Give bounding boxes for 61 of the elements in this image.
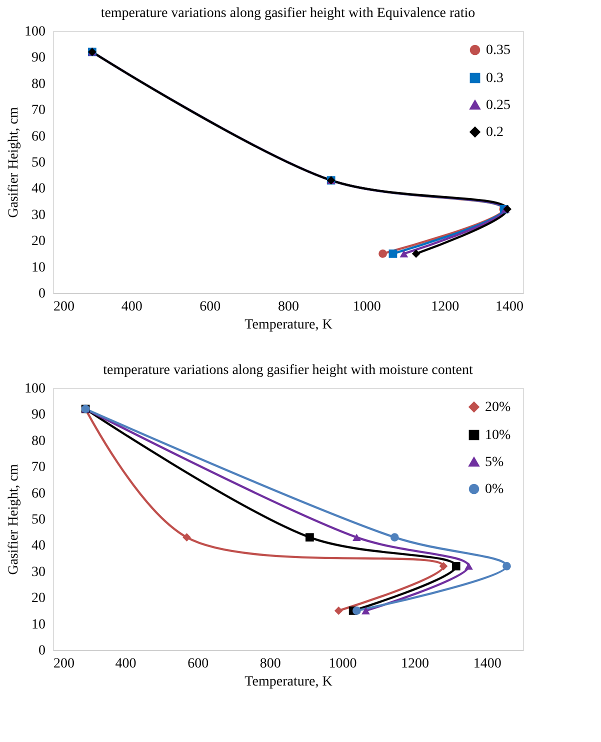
point [306,533,314,542]
point [464,562,473,570]
y-tick-label: 60 [32,129,46,144]
x-tick-label: 600 [200,300,221,314]
legend-label: 0.35 [486,43,510,58]
y-tick-label: 10 [32,260,46,276]
legend-label: 0.25 [486,98,510,113]
x-tick-label: 400 [121,300,142,314]
x-tick-label: 800 [278,300,299,314]
point [390,533,399,542]
point [502,562,511,570]
y-tick-label: 50 [32,156,46,170]
y-tick-label: 20 [32,591,46,606]
legend-label: 10% [485,428,511,443]
y-tick-label: 30 [32,208,46,223]
x-axis-title: Temperature, K [244,318,332,332]
legend-label: 20% [485,400,511,415]
y-tick-label: 60 [32,486,46,502]
point [352,534,361,541]
x-tick-label: 1400 [473,656,502,672]
x-tick-label: 200 [54,300,74,314]
chart-title: temperature variations along gasifier height with Equivalence ratio [100,6,476,21]
y-tick-label: 40 [32,182,46,197]
x-tick-label: 800 [260,656,281,672]
y-tick-label: 40 [32,538,46,554]
x-tick-label: 1400 [496,300,524,314]
y-tick-label: 80 [32,76,46,92]
point [352,606,361,615]
x-tick-label: 1200 [431,300,460,314]
x-tick-label: 1000 [328,656,357,672]
point [362,607,370,614]
y-axis-title: Gasifier Height, cm [6,106,22,218]
y-tick-label: 50 [32,512,46,528]
y-tick-label: 80 [32,434,46,449]
y-tick-label: 70 [32,103,46,118]
point [334,606,343,615]
y-tick-label: 0 [38,644,46,658]
legend-label: 0.3 [486,71,504,86]
legend-label: 0% [485,482,504,497]
chart-title: temperature variations along gasifier height with moisture content [103,363,473,378]
y-tick-label: 10 [32,617,46,632]
x-axis-title: Temperature, K [244,674,332,690]
y-tick-label: 30 [32,564,46,580]
y-axis-title: Gasifier Height, cm [6,464,22,575]
x-tick-label: 600 [188,656,209,672]
x-tick-label: 200 [54,656,74,672]
y-tick-label: 70 [32,460,46,476]
y-tick-label: 0 [38,286,46,302]
y-tick-label: 90 [32,50,46,66]
legend-label: 5% [485,455,504,470]
y-tick-label: 90 [32,408,46,423]
x-tick-label: 1000 [352,300,381,314]
x-tick-label: 400 [115,656,136,672]
y-tick-label: 100 [24,382,46,396]
y-tick-label: 20 [32,234,46,250]
point [182,533,191,542]
y-tick-label: 100 [24,24,46,40]
x-tick-label: 1200 [401,656,430,672]
legend-label: 0.2 [486,125,504,140]
point [439,562,448,570]
point [452,562,460,570]
